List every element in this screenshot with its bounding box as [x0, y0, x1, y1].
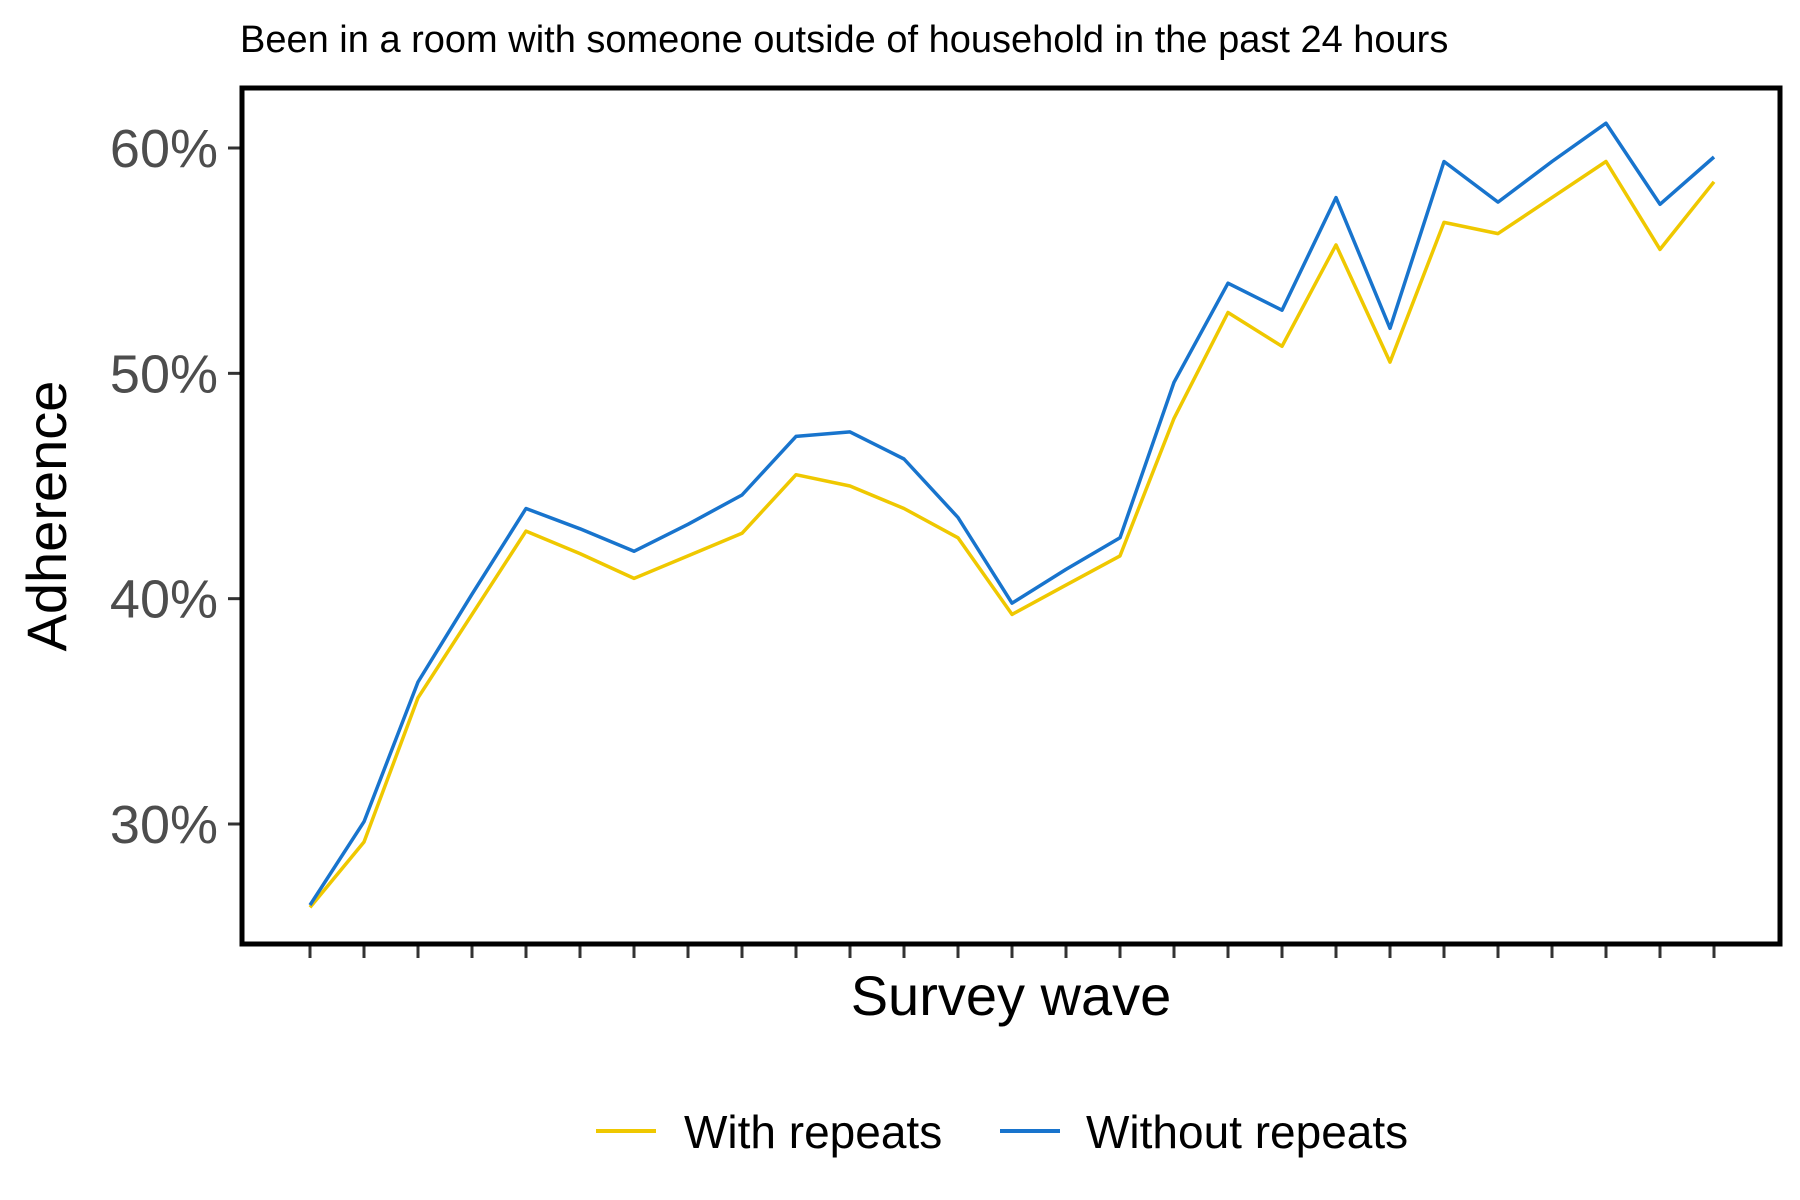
series-line-with-repeats — [308, 159, 1716, 909]
y-tick-label: 40% — [110, 570, 218, 630]
y-tick-label: 60% — [110, 119, 218, 179]
y-axis: 30% 40% 50% 60% — [110, 119, 242, 855]
y-tick-label: 30% — [110, 795, 218, 855]
series-line-without-repeats — [308, 121, 1716, 907]
x-axis-title: Survey wave — [851, 964, 1172, 1027]
legend-label-without-repeats: Without repeats — [1086, 1106, 1408, 1158]
plot-panel-border — [239, 85, 1783, 947]
plot-area — [308, 121, 1716, 909]
legend-label-with-repeats: With repeats — [684, 1106, 942, 1158]
y-axis-title: Adherence — [15, 381, 78, 652]
legend: With repeats Without repeats — [596, 1106, 1408, 1158]
y-tick-label: 50% — [110, 344, 218, 404]
chart-title: Been in a room with someone outside of h… — [240, 19, 1448, 61]
